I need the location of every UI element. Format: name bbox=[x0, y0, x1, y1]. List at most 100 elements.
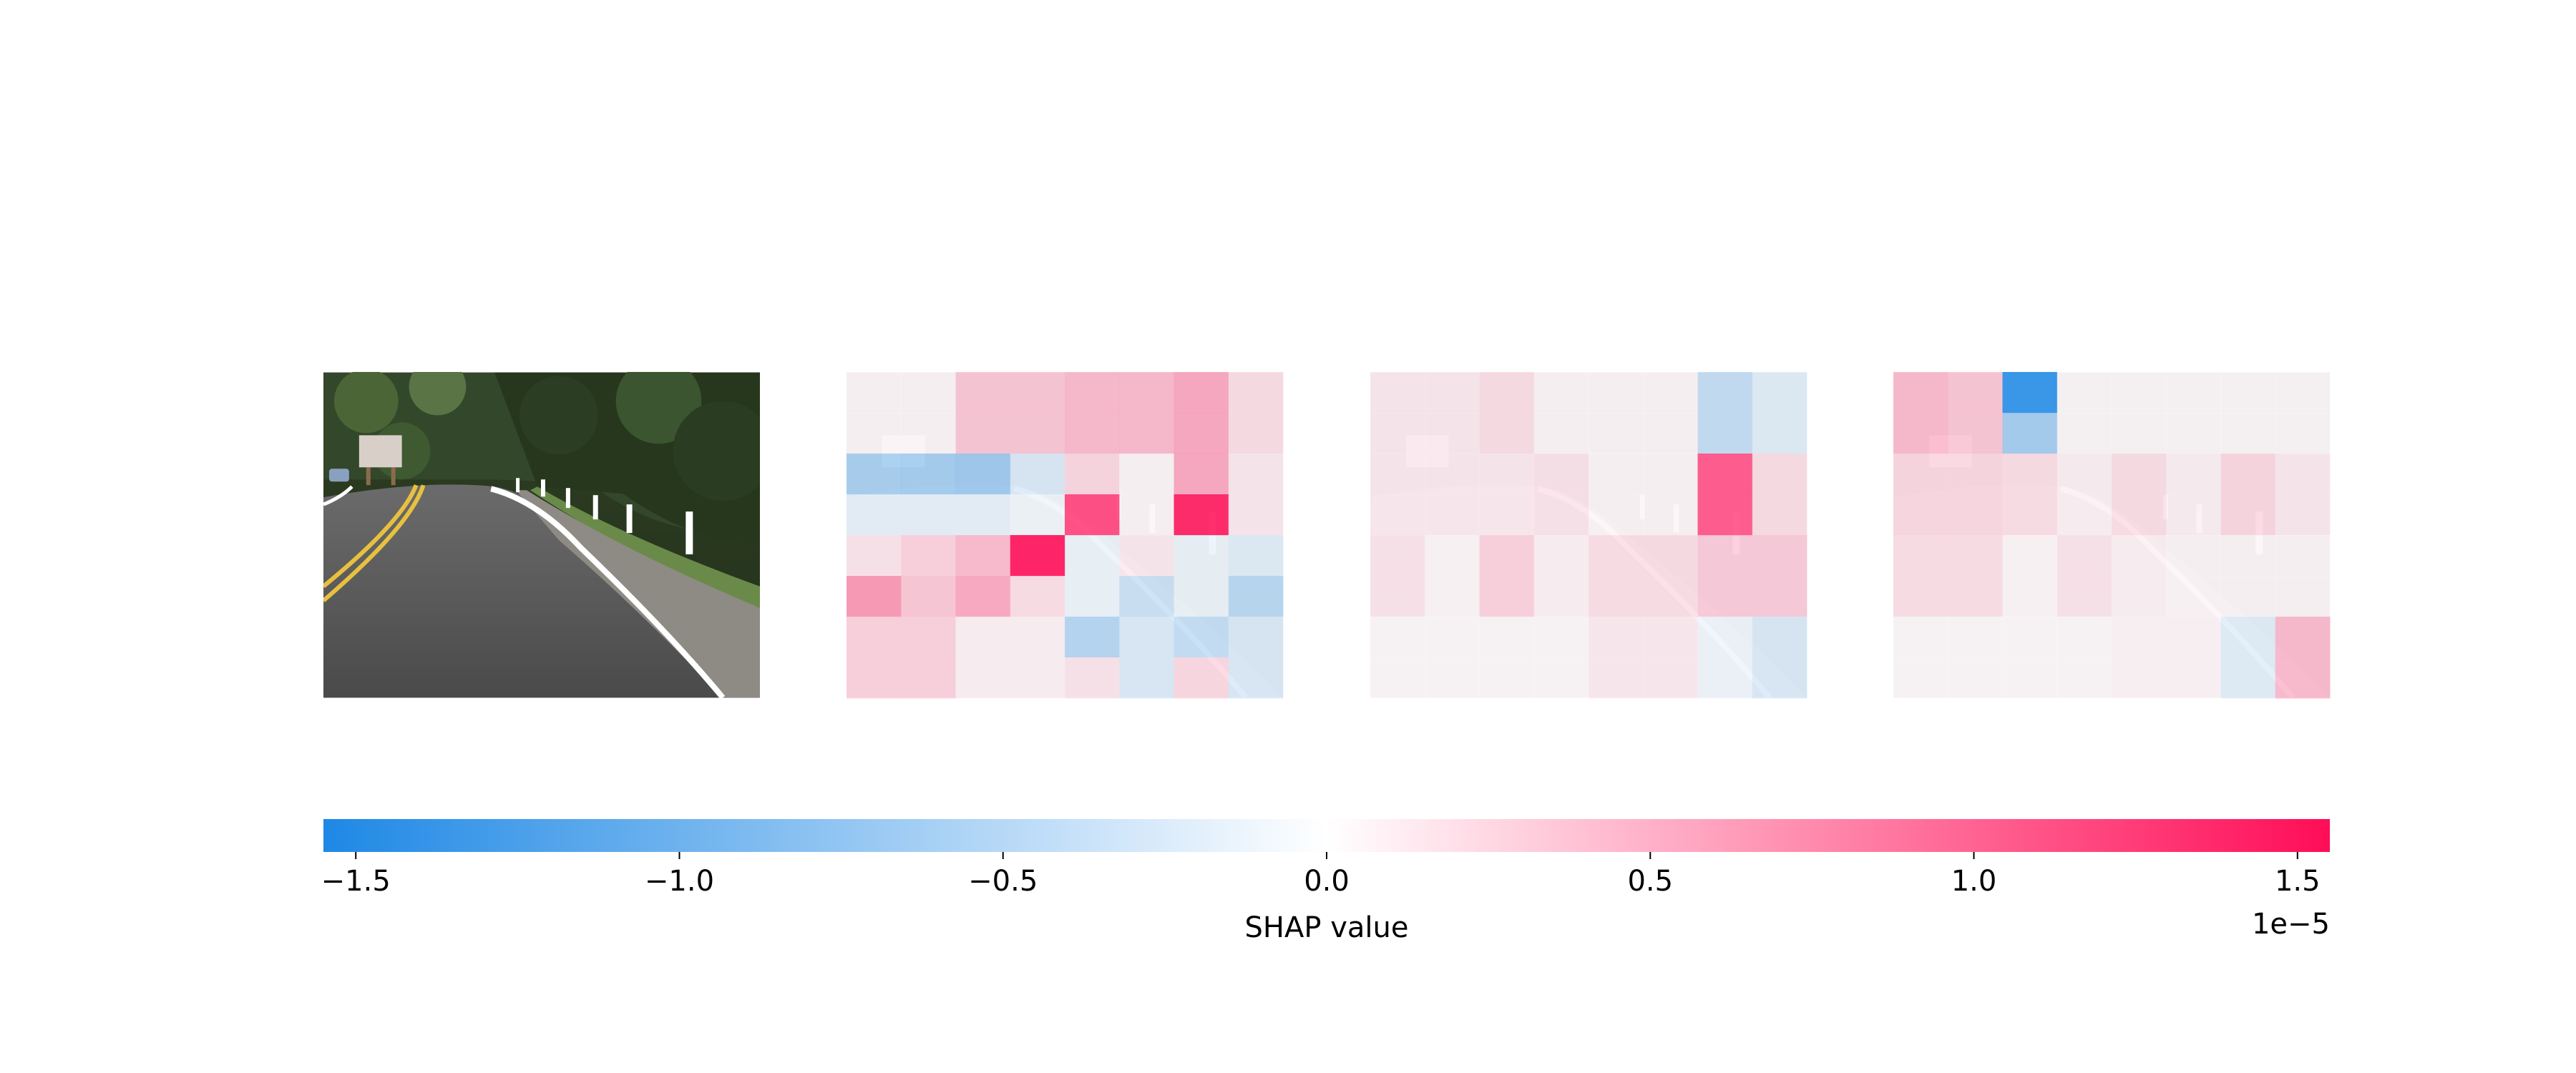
heatmap-cell bbox=[2220, 454, 2276, 495]
heatmap-cell bbox=[847, 413, 902, 454]
heatmap-cell bbox=[1697, 372, 1753, 413]
heatmap-cell bbox=[2057, 413, 2112, 454]
heatmap-cell bbox=[955, 617, 1011, 658]
heatmap-cell bbox=[1174, 413, 1229, 454]
heatmap-cell bbox=[1119, 617, 1174, 658]
heatmap-cell bbox=[1533, 372, 1589, 413]
heatmap-cell bbox=[1370, 413, 1425, 454]
heatmap-cell bbox=[1533, 617, 1589, 658]
heatmap-cell bbox=[1370, 494, 1425, 536]
heatmap-cell bbox=[1589, 372, 1644, 413]
colorbar-tick-label: −1.5 bbox=[321, 865, 391, 898]
heatmap-cell bbox=[1010, 576, 1065, 617]
heatmap-cell bbox=[1752, 494, 1807, 536]
heatmap-cell bbox=[1479, 617, 1535, 658]
heatmap-cell bbox=[1752, 413, 1807, 454]
heatmap-cell bbox=[1643, 576, 1698, 617]
heatmap-cell bbox=[1589, 617, 1644, 658]
heatmap-cell bbox=[1643, 617, 1698, 658]
heatmap-cell bbox=[955, 535, 1011, 577]
heatmap-cell bbox=[1643, 535, 1698, 577]
heatmap-cell bbox=[1228, 494, 1284, 536]
heatmap-cell bbox=[1010, 657, 1065, 699]
heatmap-cell bbox=[1643, 657, 1698, 699]
heatmap-cell bbox=[1589, 657, 1644, 699]
heatmap-cell bbox=[2166, 494, 2221, 536]
input-image-panel bbox=[323, 358, 773, 697]
heatmap-cell bbox=[1425, 576, 1480, 617]
heatmap-cell bbox=[2112, 657, 2167, 699]
heatmap-cell bbox=[1893, 372, 1948, 413]
heatmap-cell bbox=[2166, 454, 2221, 495]
heatmap-cell bbox=[1065, 372, 1120, 413]
heatmap-cell bbox=[1065, 413, 1120, 454]
colorbar-tick-label: 0.5 bbox=[1627, 865, 1673, 898]
heatmap-cell bbox=[2002, 617, 2058, 658]
heatmap-cell bbox=[2057, 372, 2112, 413]
heatmap-cell bbox=[1697, 535, 1753, 577]
heatmap-cell bbox=[1533, 494, 1589, 536]
heatmap-cell bbox=[2220, 617, 2276, 658]
heatmap-cell bbox=[2220, 372, 2276, 413]
heatmap-cell bbox=[1948, 372, 2003, 413]
colorbar-tick-label: 0.0 bbox=[1304, 865, 1350, 898]
heatmap-cell bbox=[1425, 494, 1480, 536]
heatmap-cell bbox=[1479, 494, 1535, 536]
heatmap-cell bbox=[1425, 413, 1480, 454]
heatmap-cell bbox=[1065, 454, 1120, 495]
heatmap-cell bbox=[1425, 617, 1480, 658]
heatmap-cell bbox=[1589, 454, 1644, 495]
heatmap-cell bbox=[2057, 454, 2112, 495]
heatmap-cell bbox=[1948, 617, 2003, 658]
heatmap-cell bbox=[955, 576, 1011, 617]
heatmap-cell bbox=[847, 617, 902, 658]
heatmap-cell bbox=[2275, 372, 2331, 413]
heatmap-cell bbox=[1010, 454, 1065, 495]
heatmap-cell bbox=[2112, 535, 2167, 577]
heatmap-cell bbox=[1948, 576, 2003, 617]
heatmap-cell bbox=[1589, 413, 1644, 454]
colorbar-tick-label: 1.5 bbox=[2275, 865, 2321, 898]
heatmap-cell bbox=[1065, 535, 1120, 577]
heatmap-cell bbox=[1425, 535, 1480, 577]
heatmap-cell bbox=[1643, 372, 1698, 413]
heatmap-cell bbox=[2275, 617, 2331, 658]
heatmap-cell bbox=[955, 454, 1011, 495]
heatmap-cell bbox=[1752, 372, 1807, 413]
heatmap-cell bbox=[1119, 372, 1174, 413]
heatmap-cell bbox=[1370, 576, 1425, 617]
heatmap-cell bbox=[1228, 617, 1284, 658]
heatmap-cell bbox=[1752, 617, 1807, 658]
heatmap-cell bbox=[1010, 535, 1065, 577]
heatmap-cell bbox=[1893, 576, 1948, 617]
heatmap-cell bbox=[2275, 576, 2331, 617]
heatmap-cell bbox=[1948, 454, 2003, 495]
heatmap-cell bbox=[1893, 535, 1948, 577]
heatmap-cell bbox=[1948, 535, 2003, 577]
heatmap-cell bbox=[2166, 617, 2221, 658]
colorbar-label: SHAP value bbox=[1245, 911, 1409, 944]
heatmap-cell bbox=[1174, 535, 1229, 577]
heatmap-cell bbox=[2112, 413, 2167, 454]
heatmap-cell bbox=[1065, 494, 1120, 536]
colorbar-tick-label: 1.0 bbox=[1951, 865, 1997, 898]
heatmap-cell bbox=[1533, 535, 1589, 577]
heatmap-cell bbox=[2002, 657, 2058, 699]
heatmap-cell bbox=[1697, 576, 1753, 617]
heatmap-cell bbox=[847, 372, 902, 413]
heatmap-cell bbox=[901, 413, 956, 454]
heatmap-cell bbox=[1174, 576, 1229, 617]
heatmap-cell bbox=[1010, 413, 1065, 454]
heatmap-cell bbox=[1479, 454, 1535, 495]
heatmap-cell bbox=[1948, 494, 2003, 536]
heatmap-cell bbox=[2002, 372, 2058, 413]
heatmap-cell bbox=[1893, 413, 1948, 454]
heatmap-cell bbox=[2112, 372, 2167, 413]
heatmap-cell bbox=[1119, 535, 1174, 577]
heatmap-cell bbox=[1643, 494, 1698, 536]
heatmap-cell bbox=[2275, 413, 2331, 454]
heatmap-cell bbox=[847, 535, 902, 577]
heatmap-cell bbox=[2057, 657, 2112, 699]
heatmap-cell bbox=[2002, 535, 2058, 577]
heatmap-cell bbox=[2220, 494, 2276, 536]
